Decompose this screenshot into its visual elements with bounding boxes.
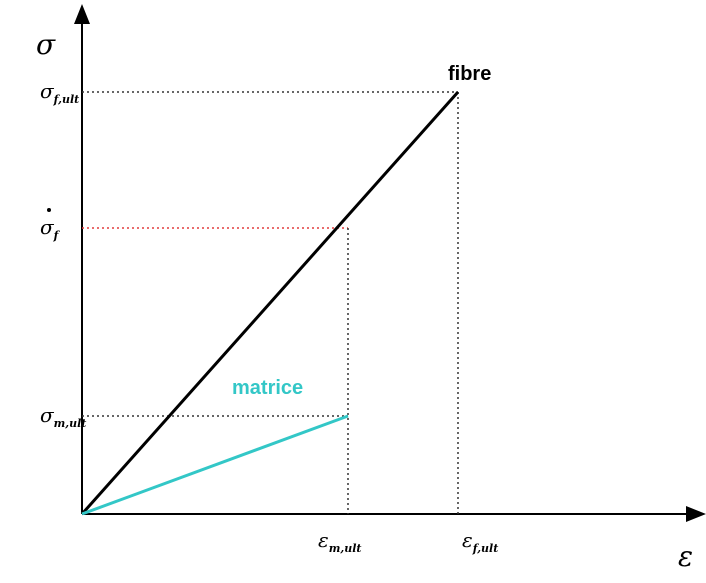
curve-label: fibre <box>448 63 491 85</box>
accent-dot <box>47 208 51 212</box>
fibre-line <box>80 91 460 515</box>
curve-label: matrice <box>232 377 303 399</box>
y-axis-symbol: σ <box>36 28 56 61</box>
y-label: σm,ult <box>40 403 86 430</box>
x-label: εf,ult <box>462 528 498 555</box>
y-label: σf <box>40 215 61 242</box>
x-axis-symbol: ε <box>678 540 693 573</box>
matrice-line <box>81 414 349 516</box>
x-label: εm,ult <box>318 528 361 555</box>
y-label: σf,ult <box>40 79 79 106</box>
